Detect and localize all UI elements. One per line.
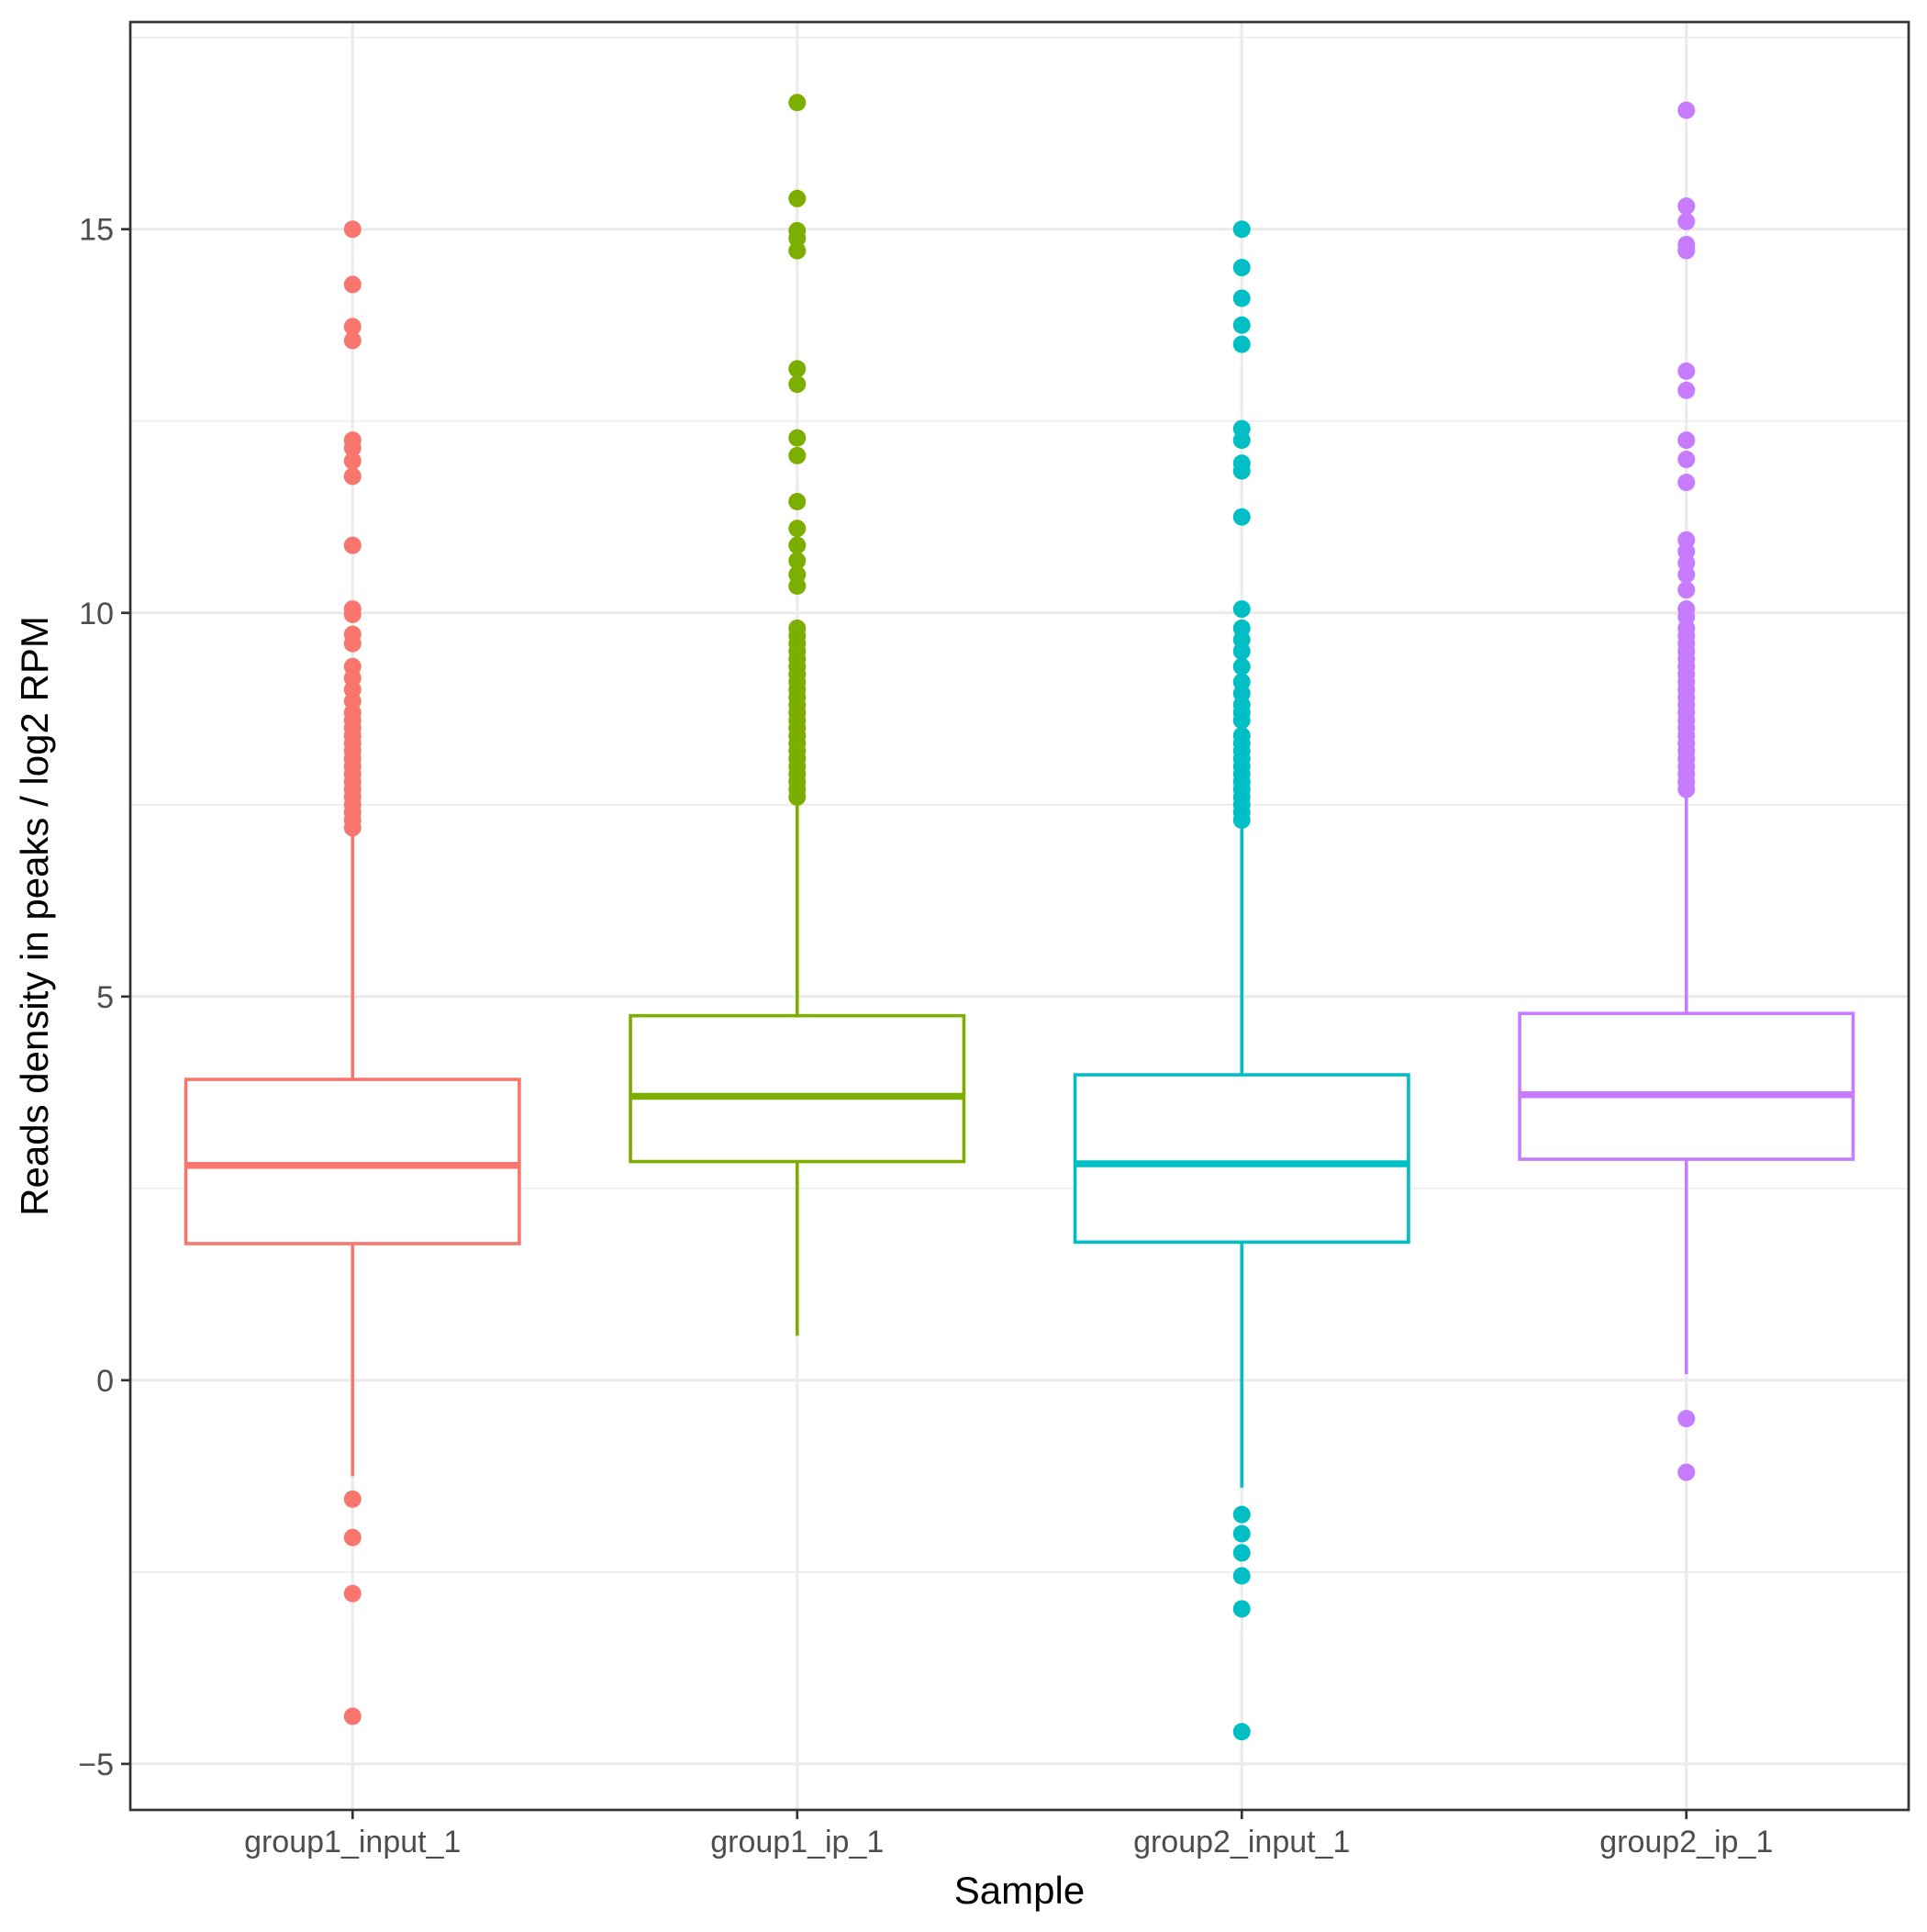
outlier-point bbox=[1232, 462, 1251, 480]
outlier-point bbox=[1677, 381, 1696, 399]
outlier-point bbox=[343, 467, 362, 486]
outlier-point bbox=[1677, 431, 1696, 450]
y-tick-label: 0 bbox=[96, 1364, 114, 1399]
boxplot-group2_input_1 bbox=[1073, 220, 1410, 1741]
outlier-point bbox=[1232, 220, 1251, 239]
iqr-box bbox=[629, 1013, 966, 1164]
outlier-point bbox=[788, 552, 807, 570]
outlier-point bbox=[1677, 474, 1696, 492]
axis-layer: −5 0 5 10 15 group1_input_1 group1_ip_1 group2_… bbox=[78, 213, 1773, 1859]
outlier-point bbox=[1677, 241, 1696, 260]
y-tick-label: 10 bbox=[79, 597, 114, 631]
outlier-point bbox=[343, 819, 362, 837]
outlier-point bbox=[1677, 101, 1696, 119]
plot-layer bbox=[184, 94, 1855, 1741]
grid-layer bbox=[130, 22, 1909, 1810]
boxplot-group2_ip_1 bbox=[1518, 101, 1855, 1481]
y-tick-label: 5 bbox=[96, 980, 114, 1015]
outlier-point bbox=[1232, 1567, 1251, 1585]
x-tick-label: group1_input_1 bbox=[244, 1825, 461, 1859]
x-axis-title: Sample bbox=[954, 1869, 1085, 1912]
outlier-point bbox=[343, 1584, 362, 1603]
outlier-point bbox=[1232, 657, 1251, 676]
outlier-point bbox=[788, 536, 807, 554]
outlier-point bbox=[343, 220, 362, 239]
outlier-point bbox=[788, 446, 807, 464]
outlier-point bbox=[1677, 780, 1696, 798]
outlier-point bbox=[1677, 1410, 1696, 1428]
outlier-point bbox=[1232, 600, 1251, 619]
outlier-point bbox=[788, 519, 807, 538]
outlier-point bbox=[343, 634, 362, 653]
outlier-point bbox=[1232, 508, 1251, 526]
outlier-point bbox=[343, 439, 362, 457]
outlier-point bbox=[788, 241, 807, 260]
outlier-point bbox=[1232, 316, 1251, 334]
outlier-point bbox=[343, 331, 362, 350]
outlier-point bbox=[1232, 810, 1251, 829]
outlier-point bbox=[788, 189, 807, 207]
outlier-point bbox=[1677, 451, 1696, 469]
outlier-point bbox=[1677, 212, 1696, 230]
boxplot-group1_ip_1 bbox=[629, 94, 966, 1336]
outlier-point bbox=[1232, 1524, 1251, 1543]
y-tick-label: 15 bbox=[79, 213, 114, 248]
outlier-point bbox=[1232, 642, 1251, 661]
outlier-point bbox=[1677, 565, 1696, 584]
outlier-point bbox=[788, 360, 807, 378]
outlier-point bbox=[343, 275, 362, 294]
outlier-point bbox=[788, 375, 807, 394]
y-tick-label: −5 bbox=[78, 1748, 114, 1782]
outlier-point bbox=[1232, 259, 1251, 277]
outlier-point bbox=[343, 452, 362, 470]
y-axis-title: Reads density in peaks / log2 RPM bbox=[13, 616, 56, 1216]
outlier-point bbox=[343, 536, 362, 554]
outlier-point bbox=[1232, 1723, 1251, 1741]
outlier-point bbox=[343, 1490, 362, 1508]
outlier-point bbox=[788, 787, 807, 806]
boxplot-group1_input_1 bbox=[184, 220, 521, 1725]
outlier-point bbox=[343, 1707, 362, 1725]
outlier-point bbox=[788, 576, 807, 595]
outlier-point bbox=[1232, 1600, 1251, 1618]
outlier-point bbox=[788, 94, 807, 112]
outlier-point bbox=[1232, 431, 1251, 450]
outlier-point bbox=[1232, 289, 1251, 307]
outlier-point bbox=[1232, 711, 1251, 730]
iqr-box bbox=[1518, 1011, 1855, 1161]
outlier-point bbox=[788, 493, 807, 511]
outlier-point bbox=[1232, 1544, 1251, 1562]
x-tick-label: group2_input_1 bbox=[1133, 1825, 1350, 1859]
outlier-point bbox=[788, 429, 807, 447]
outlier-point bbox=[343, 318, 362, 336]
outlier-point bbox=[1232, 335, 1251, 353]
x-tick-label: group1_ip_1 bbox=[710, 1825, 884, 1859]
outlier-point bbox=[1677, 1463, 1696, 1481]
iqr-box bbox=[184, 1078, 521, 1245]
panel-border bbox=[128, 20, 1910, 1812]
iqr-box bbox=[1073, 1073, 1410, 1245]
outlier-point bbox=[1677, 197, 1696, 216]
outlier-point bbox=[1677, 581, 1696, 599]
outlier-point bbox=[788, 229, 807, 248]
x-tick-label: group2_ip_1 bbox=[1599, 1825, 1773, 1859]
outlier-point bbox=[343, 1528, 362, 1547]
outlier-point bbox=[343, 605, 362, 623]
outlier-point bbox=[1677, 362, 1696, 380]
outlier-point bbox=[1232, 1505, 1251, 1524]
